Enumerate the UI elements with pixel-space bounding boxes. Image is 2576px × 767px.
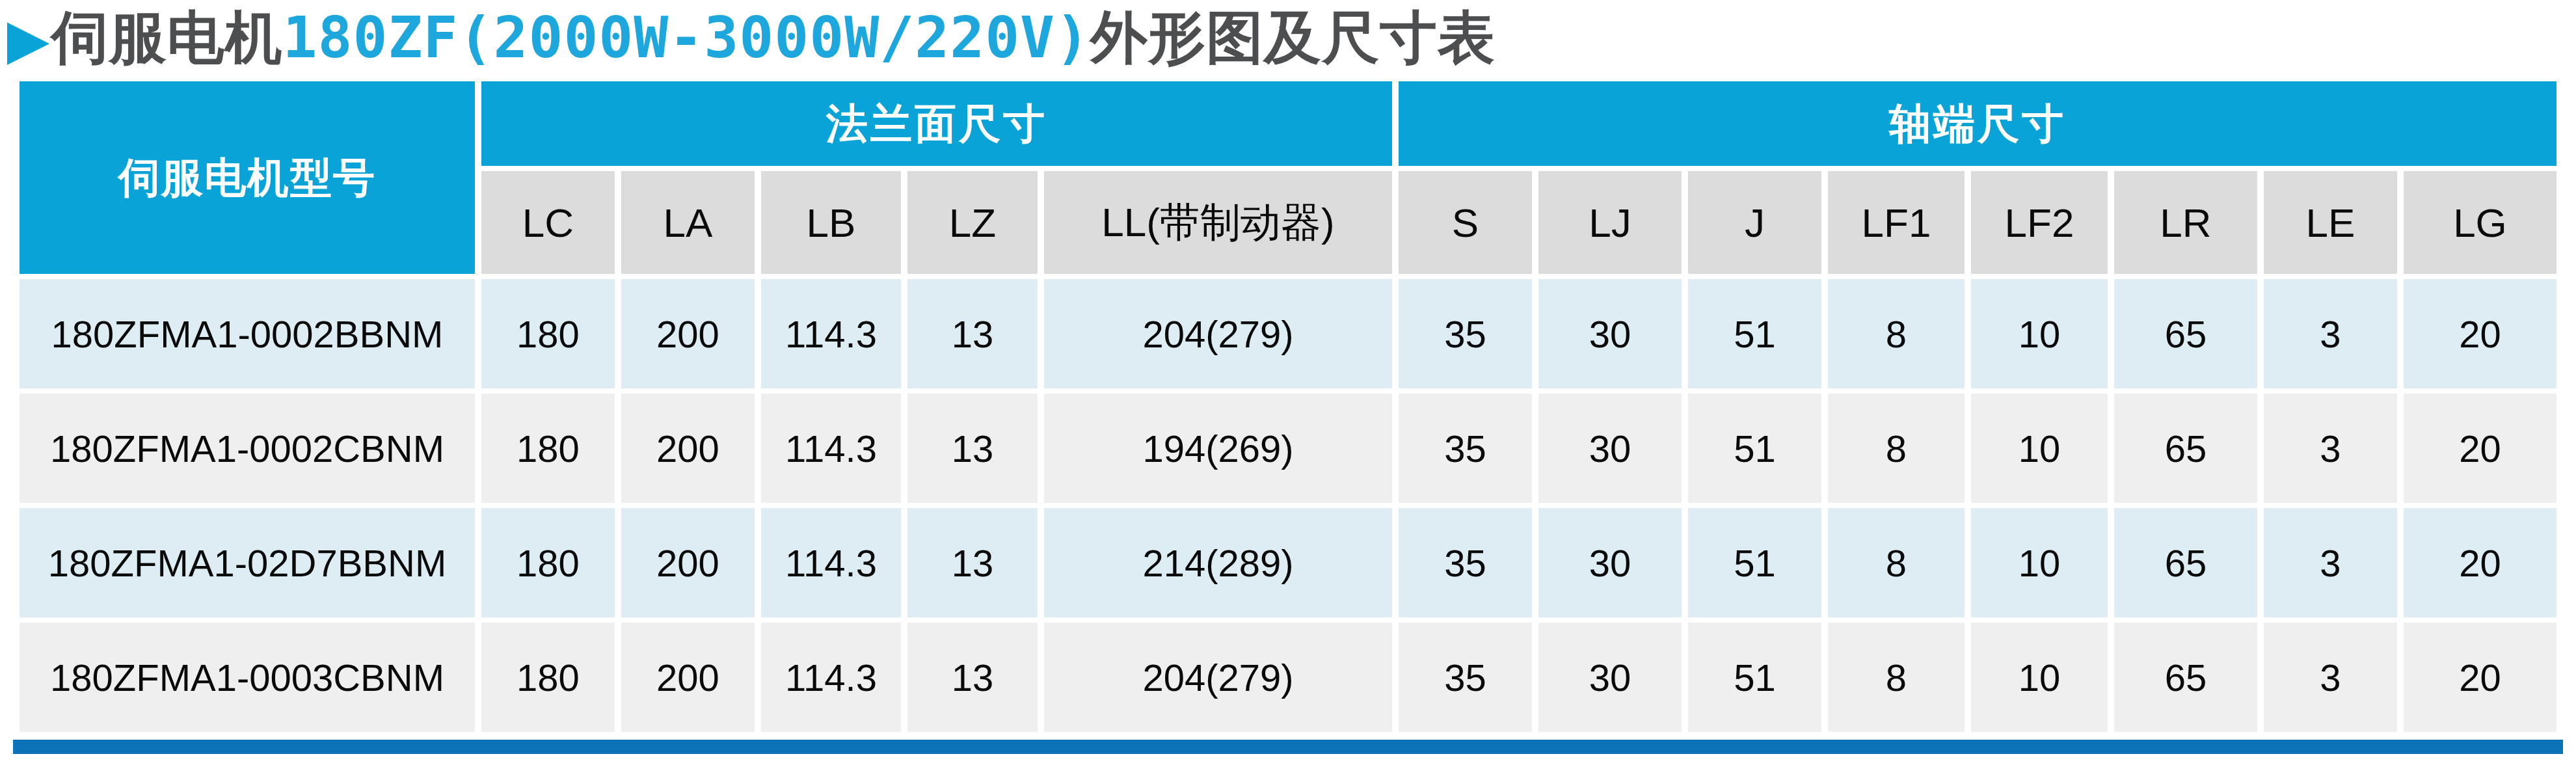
arrow-marker-icon: ▶: [8, 10, 49, 68]
column-header-lg: LG: [2404, 171, 2556, 274]
value-cell: 35: [1399, 394, 1532, 503]
column-header-lf1: LF1: [1828, 171, 1965, 274]
title-suffix: 外形图及尺寸表: [1090, 5, 1496, 70]
value-cell: 30: [1538, 394, 1682, 503]
bottom-accent-bar: [13, 740, 2563, 754]
value-cell: 114.3: [761, 279, 901, 388]
value-cell: 114.3: [761, 394, 901, 503]
model-cell: 180ZFMA1-0002BBNM: [20, 279, 475, 388]
column-header-la: LA: [621, 171, 755, 274]
column-header-lf2: LF2: [1971, 171, 2108, 274]
column-header-j: J: [1688, 171, 1821, 274]
value-cell: 65: [2114, 394, 2257, 503]
table-row: 180ZFMA1-0002BBNM 180 200 114.3 13 204(2…: [20, 279, 2556, 388]
value-cell: 194(269): [1044, 394, 1392, 503]
value-cell: 13: [907, 279, 1038, 388]
group-header-shaft: 轴端尺寸: [1399, 81, 2556, 166]
title-prefix: 伺服电机: [51, 5, 283, 70]
title-model-range: 180ZF(2000W-3000W/220V): [283, 4, 1091, 71]
value-cell: 30: [1538, 623, 1682, 732]
column-header-s: S: [1399, 171, 1532, 274]
model-column-header: 伺服电机型号: [20, 81, 475, 274]
value-cell: 10: [1971, 394, 2108, 503]
value-cell: 20: [2404, 394, 2556, 503]
value-cell: 35: [1399, 623, 1532, 732]
value-cell: 8: [1828, 394, 1965, 503]
model-cell: 180ZFMA1-0002CBNM: [20, 394, 475, 503]
value-cell: 51: [1688, 279, 1821, 388]
value-cell: 8: [1828, 623, 1965, 732]
value-cell: 13: [907, 623, 1038, 732]
value-cell: 35: [1399, 279, 1532, 388]
value-cell: 20: [2404, 279, 2556, 388]
value-cell: 180: [481, 394, 615, 503]
value-cell: 200: [621, 508, 755, 617]
value-cell: 30: [1538, 279, 1682, 388]
value-cell: 200: [621, 394, 755, 503]
column-header-lr: LR: [2114, 171, 2257, 274]
column-header-le: LE: [2264, 171, 2397, 274]
value-cell: 10: [1971, 279, 2108, 388]
value-cell: 200: [621, 279, 755, 388]
value-cell: 13: [907, 394, 1038, 503]
value-cell: 114.3: [761, 508, 901, 617]
model-cell: 180ZFMA1-0003CBNM: [20, 623, 475, 732]
value-cell: 10: [1971, 623, 2108, 732]
value-cell: 10: [1971, 508, 2108, 617]
model-cell: 180ZFMA1-02D7BBNM: [20, 508, 475, 617]
table-row: 180ZFMA1-02D7BBNM 180 200 114.3 13 214(2…: [20, 508, 2556, 617]
value-cell: 3: [2264, 279, 2397, 388]
value-cell: 114.3: [761, 623, 901, 732]
table-header-group-row: 伺服电机型号 法兰面尺寸 轴端尺寸: [20, 81, 2556, 166]
group-header-flange: 法兰面尺寸: [481, 81, 1392, 166]
page: ▶伺服电机180ZF(2000W-3000W/220V)外形图及尺寸表 伺服电机…: [0, 7, 2576, 767]
value-cell: 200: [621, 623, 755, 732]
value-cell: 8: [1828, 508, 1965, 617]
value-cell: 13: [907, 508, 1038, 617]
value-cell: 204(279): [1044, 623, 1392, 732]
value-cell: 214(289): [1044, 508, 1392, 617]
value-cell: 20: [2404, 508, 2556, 617]
value-cell: 65: [2114, 623, 2257, 732]
table-row: 180ZFMA1-0002CBNM 180 200 114.3 13 194(2…: [20, 394, 2556, 503]
table-row: 180ZFMA1-0003CBNM 180 200 114.3 13 204(2…: [20, 623, 2556, 732]
value-cell: 8: [1828, 279, 1965, 388]
value-cell: 204(279): [1044, 279, 1392, 388]
value-cell: 30: [1538, 508, 1682, 617]
column-header-ll: LL(带制动器): [1044, 171, 1392, 274]
value-cell: 3: [2264, 623, 2397, 732]
value-cell: 20: [2404, 623, 2556, 732]
value-cell: 3: [2264, 394, 2397, 503]
column-header-lj: LJ: [1538, 171, 1682, 274]
value-cell: 180: [481, 279, 615, 388]
value-cell: 51: [1688, 508, 1821, 617]
value-cell: 180: [481, 623, 615, 732]
value-cell: 65: [2114, 279, 2257, 388]
dimension-table: 伺服电机型号 法兰面尺寸 轴端尺寸 LC LA LB LZ LL(带制动器) S…: [13, 76, 2563, 737]
column-header-lz: LZ: [907, 171, 1038, 274]
value-cell: 51: [1688, 394, 1821, 503]
value-cell: 180: [481, 508, 615, 617]
value-cell: 51: [1688, 623, 1821, 732]
value-cell: 35: [1399, 508, 1532, 617]
value-cell: 3: [2264, 508, 2397, 617]
page-title: ▶伺服电机180ZF(2000W-3000W/220V)外形图及尺寸表: [8, 7, 2576, 68]
column-header-lc: LC: [481, 171, 615, 274]
value-cell: 65: [2114, 508, 2257, 617]
column-header-lb: LB: [761, 171, 901, 274]
